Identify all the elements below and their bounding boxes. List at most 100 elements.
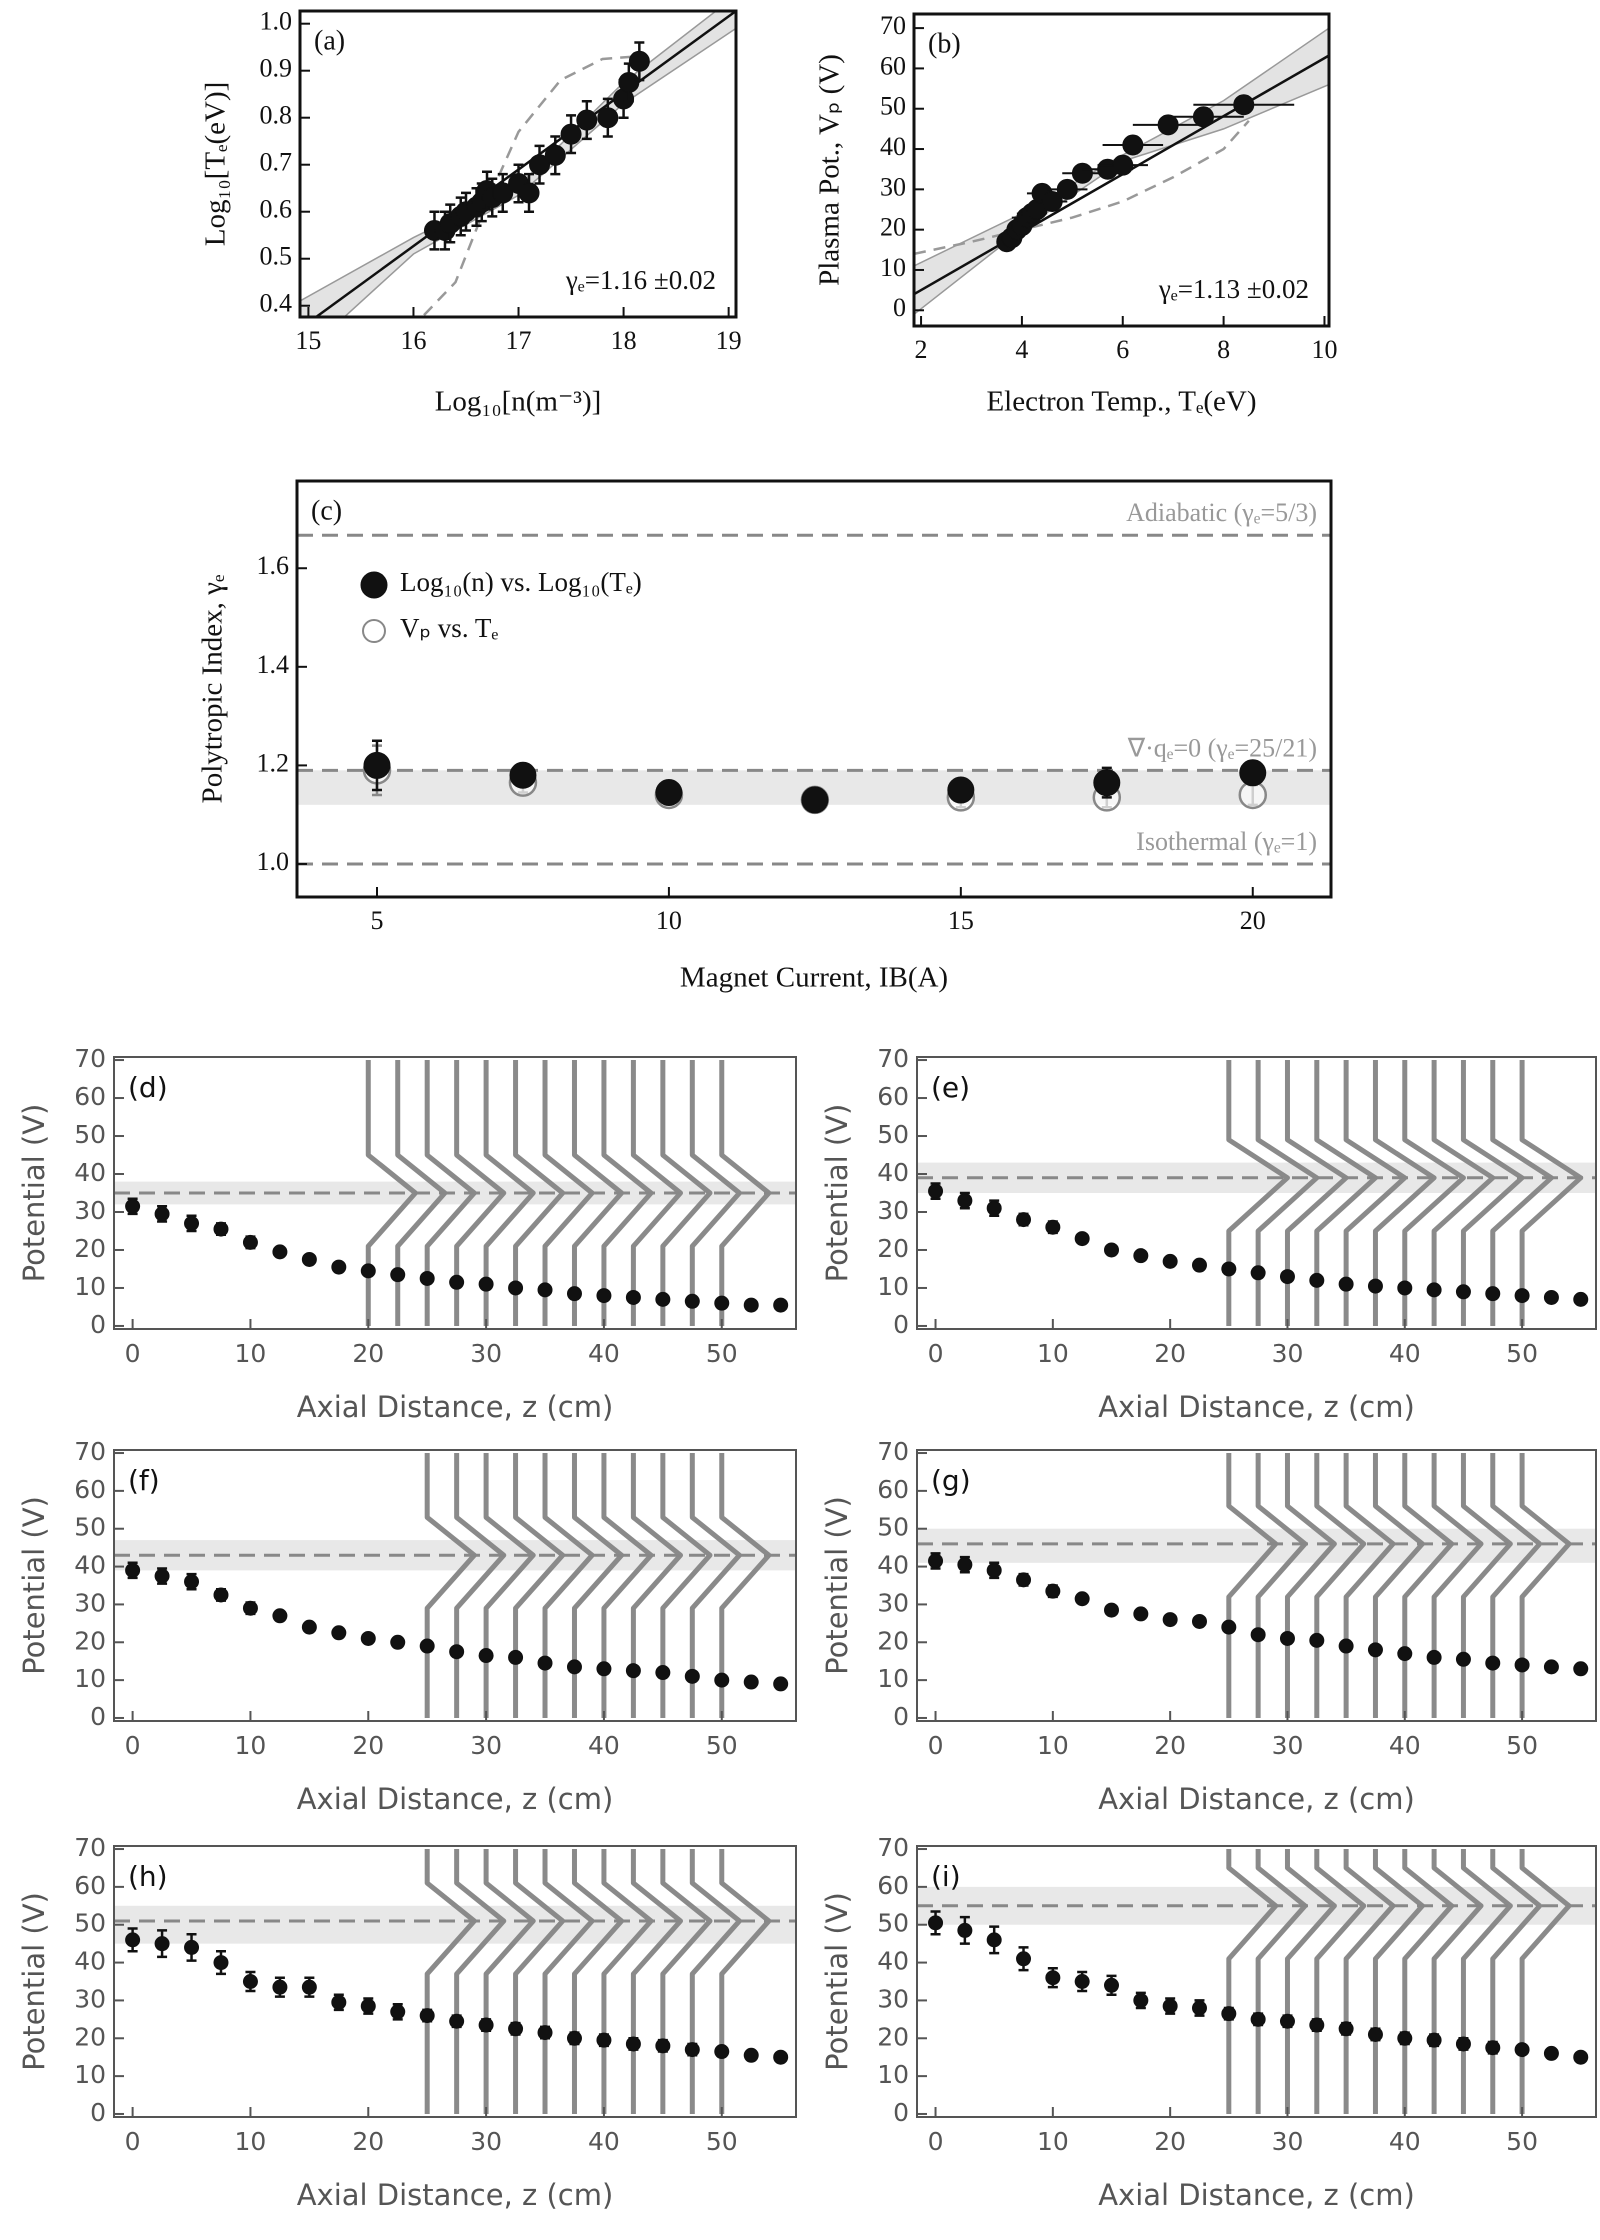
plot-frame <box>916 1449 1597 1722</box>
data-point <box>1041 190 1063 212</box>
panel-label: (a) <box>314 25 345 56</box>
y-axis-label: Potential (V) <box>820 1104 854 1283</box>
panel: 0 10 20 30 40 50 0 10 20 30 40 50 60 70 Axial Distance… <box>820 1437 1597 1816</box>
x-axis-label: Axial Distance, z (cm) <box>297 1782 614 1816</box>
data-point <box>1485 2040 1501 2056</box>
data-point <box>1221 1619 1237 1635</box>
y-tick-label: 50 <box>877 1513 909 1542</box>
potential-trace <box>719 1849 772 2114</box>
data-point <box>508 2021 524 2037</box>
data-point <box>655 1665 671 1681</box>
potential-trace <box>1460 1453 1513 1718</box>
y-tick-label: 60 <box>74 1082 106 1111</box>
potential-trace <box>630 1453 684 1718</box>
y-tick-label: 0 <box>90 2098 106 2127</box>
data-point <box>213 1955 229 1971</box>
y-tick-label: 0 <box>893 1310 909 1339</box>
potential-trace <box>1460 1849 1513 2114</box>
data-point <box>213 1587 229 1603</box>
data-point <box>1338 1276 1354 1292</box>
x-tick-label: 5 <box>370 906 383 935</box>
y-tick-label: 1.0 <box>260 7 293 36</box>
y-tick-label: 20 <box>74 2022 106 2051</box>
data-point <box>947 776 975 804</box>
y-tick-label: 50 <box>74 1909 106 1938</box>
y-axis-label: Log₁₀[Tₑ(eV)] <box>200 82 232 247</box>
data-point <box>184 1215 200 1231</box>
y-tick-label: 1.2 <box>257 748 290 777</box>
plot-frame <box>916 1845 1597 2118</box>
data-point <box>1192 106 1214 128</box>
y-tick-label: 40 <box>74 1158 106 1187</box>
panel-label: (e) <box>931 1071 970 1104</box>
data-point <box>1367 1642 1383 1658</box>
legend-label: Log₁₀(n) vs. Log₁₀(Tₑ) <box>400 567 642 597</box>
data-point <box>1071 162 1093 184</box>
y-tick-label: 0 <box>893 2098 909 2127</box>
data-point <box>537 2025 553 2041</box>
y-tick-label: 30 <box>880 172 906 201</box>
data-point <box>773 1676 789 1692</box>
x-tick-label: 20 <box>1154 1731 1186 1760</box>
data-point <box>1543 1289 1559 1305</box>
y-axis-label: Potential (V) <box>820 1496 854 1675</box>
data-point <box>1056 178 1078 200</box>
potential-trace <box>1284 1849 1337 2114</box>
x-tick-label: 30 <box>1272 1731 1304 1760</box>
potential-trace <box>1490 1453 1543 1718</box>
y-tick-label: 70 <box>880 11 906 40</box>
data-point <box>1573 1661 1589 1677</box>
data-point <box>1191 1613 1207 1629</box>
data-point <box>1133 1606 1149 1622</box>
panel: 15 16 17 18 19 0.4 0.5 0.6 0.7 0.8 0.9 1.0 Log₁₀[n(m… <box>200 7 742 418</box>
data-point <box>576 109 598 131</box>
data-point <box>1309 1272 1325 1288</box>
data-point <box>331 1994 347 2010</box>
x-axis-label: Electron Temp., Tₑ(eV) <box>986 386 1256 418</box>
data-point <box>537 1655 553 1671</box>
data-point <box>566 1286 582 1302</box>
potential-trace <box>630 1849 684 2114</box>
y-axis-label: Potential (V) <box>17 1892 51 2071</box>
y-axis-label: Potential (V) <box>820 1892 854 2071</box>
y-tick-label: 40 <box>877 1158 909 1187</box>
x-tick-label: 4 <box>1015 335 1028 364</box>
data-point <box>1573 2049 1589 2065</box>
y-tick-label: 0.5 <box>260 242 293 271</box>
data-point <box>928 1915 944 1931</box>
y-tick-label: 0 <box>893 1702 909 1731</box>
plot-frame <box>113 1449 797 1722</box>
panel-label: (c) <box>311 495 342 526</box>
y-tick-label: 0 <box>90 1702 106 1731</box>
x-tick-label: 0 <box>125 1339 141 1368</box>
panel: 0 10 20 30 40 50 0 10 20 30 40 50 60 70 Axial Distance… <box>820 1044 1597 1424</box>
data-point <box>986 1200 1002 1216</box>
x-tick-label: 30 <box>1272 1339 1304 1368</box>
model-curve <box>423 55 635 316</box>
data-point <box>1338 2021 1354 2037</box>
annotation: γₑ=1.13 ±0.02 <box>1158 274 1309 304</box>
data-point <box>986 1932 1002 1948</box>
x-tick-label: 50 <box>1506 1731 1538 1760</box>
data-point <box>184 1574 200 1590</box>
panel: 2 4 6 8 10 0 10 20 30 40 50 60 70 Electron Temp., Tₑ(… <box>814 11 1338 418</box>
x-tick-label: 40 <box>588 1339 620 1368</box>
data-point <box>1455 1284 1471 1300</box>
data-point <box>478 1276 494 1292</box>
data-point <box>154 1206 170 1222</box>
data-point <box>390 1267 406 1283</box>
data-point <box>928 1553 944 1569</box>
potential-trace <box>1255 1060 1320 1326</box>
x-tick-label: 2 <box>915 335 928 364</box>
panel-label: (h) <box>128 1860 168 1893</box>
data-point <box>544 144 566 166</box>
y-tick-label: 0.9 <box>260 54 293 83</box>
data-point <box>684 1668 700 1684</box>
y-tick-label: 30 <box>877 1196 909 1225</box>
data-point <box>360 1263 376 1279</box>
data-point <box>625 1663 641 1679</box>
reference-label: Adiabatic (γₑ=5/3) <box>1126 498 1317 527</box>
potential-trace <box>483 1060 536 1326</box>
y-tick-label: 1.0 <box>257 847 290 876</box>
x-tick-label: 10 <box>1037 1731 1069 1760</box>
